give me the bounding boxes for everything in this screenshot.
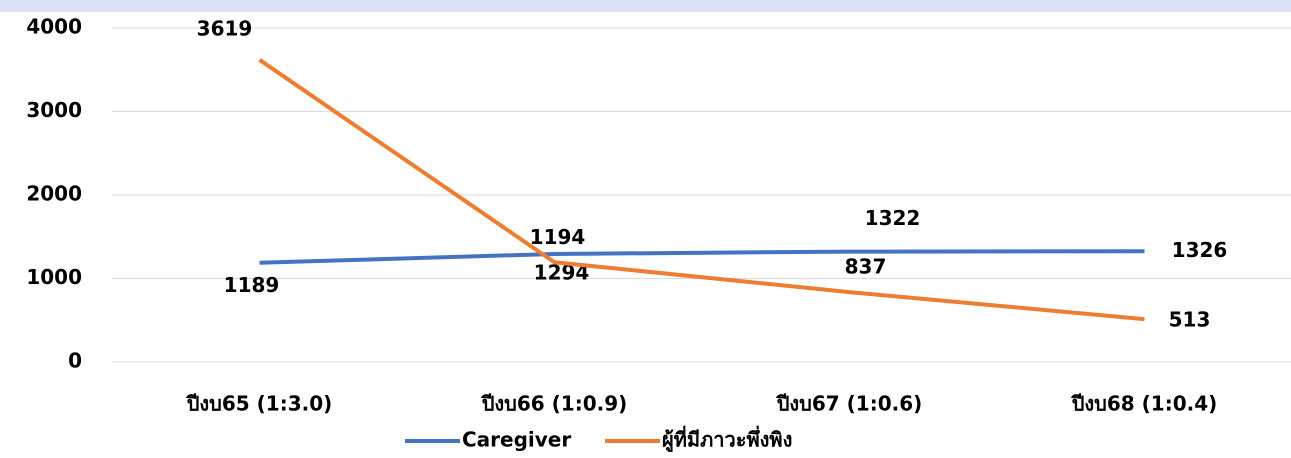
data-label: 1189: [224, 273, 280, 297]
data-label: 1322: [865, 206, 921, 230]
y-tick-label: 3000: [26, 98, 82, 122]
data-label: 1194: [530, 225, 586, 249]
y-tick-label: 1000: [26, 265, 82, 289]
y-tick-label: 4000: [26, 15, 82, 39]
data-label: 513: [1169, 308, 1211, 332]
x-tick-label: ปีงบ67 (1:0.6): [775, 392, 922, 416]
data-label: 837: [845, 255, 887, 279]
y-tick-label: 0: [68, 349, 82, 373]
data-label: 3619: [197, 16, 253, 40]
legend-label: Caregiver: [462, 428, 571, 452]
x-tick-label: ปีงบ65 (1:3.0): [185, 392, 332, 416]
x-tick-label: ปีงบ66 (1:0.9): [480, 392, 627, 416]
x-tick-label: ปีงบ68 (1:0.4): [1070, 392, 1217, 416]
series-line: [259, 249, 1145, 265]
top-band: [0, 0, 1291, 12]
legend-label: ผู้ที่มีภาวะพึ่งพิง: [662, 425, 792, 454]
data-label: 1326: [1172, 238, 1228, 262]
series-line: [258, 58, 1145, 322]
y-tick-label: 2000: [26, 182, 82, 206]
